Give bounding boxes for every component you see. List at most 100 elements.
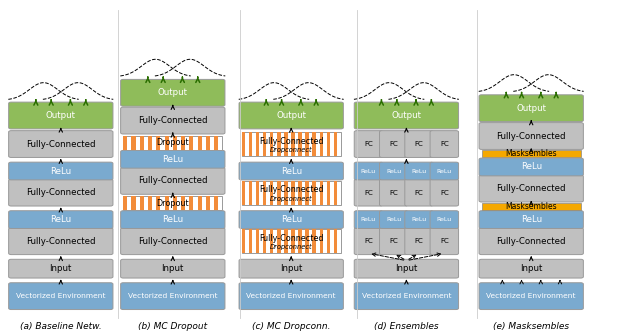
Bar (256, 181, 259, 205)
FancyBboxPatch shape (355, 162, 383, 180)
Bar (173, 196, 177, 210)
Bar (326, 229, 330, 253)
FancyBboxPatch shape (9, 131, 113, 157)
Text: FC: FC (364, 238, 373, 244)
Bar (242, 132, 245, 156)
Bar (277, 229, 280, 253)
FancyBboxPatch shape (479, 259, 584, 278)
FancyBboxPatch shape (430, 211, 458, 228)
Bar (242, 181, 245, 205)
Bar (148, 136, 152, 150)
Bar (164, 136, 169, 150)
Text: ReLu: ReLu (412, 217, 427, 222)
FancyBboxPatch shape (120, 107, 225, 134)
FancyBboxPatch shape (355, 259, 458, 278)
Bar (481, 150, 581, 157)
Text: FC: FC (415, 238, 424, 244)
Text: Dropconnect: Dropconnect (270, 244, 312, 250)
FancyBboxPatch shape (239, 162, 344, 180)
Bar (319, 229, 323, 253)
Bar (319, 132, 323, 156)
Text: Dropout: Dropout (157, 138, 189, 147)
Text: FC: FC (440, 238, 449, 244)
FancyBboxPatch shape (120, 283, 225, 310)
FancyBboxPatch shape (430, 179, 458, 206)
Bar (319, 181, 323, 205)
Bar (270, 181, 273, 205)
Text: Fully-Connected: Fully-Connected (26, 188, 95, 197)
Text: Vectorized Environment: Vectorized Environment (16, 293, 106, 299)
FancyBboxPatch shape (9, 102, 113, 129)
Text: ReLu: ReLu (520, 162, 542, 172)
FancyBboxPatch shape (355, 211, 383, 228)
FancyBboxPatch shape (430, 162, 458, 180)
Bar (291, 181, 295, 205)
FancyBboxPatch shape (479, 175, 584, 202)
Text: (b) MC Dropout: (b) MC Dropout (138, 322, 207, 331)
FancyBboxPatch shape (9, 211, 113, 228)
FancyBboxPatch shape (479, 283, 584, 310)
Bar (326, 132, 330, 156)
Text: Input: Input (50, 264, 72, 273)
Text: ReLu: ReLu (162, 155, 184, 164)
FancyBboxPatch shape (430, 228, 458, 255)
Text: FC: FC (440, 141, 449, 147)
Text: Output: Output (276, 111, 306, 120)
Bar (206, 196, 210, 210)
Text: (c) MC Dropconn.: (c) MC Dropconn. (252, 322, 330, 331)
Text: ReLu: ReLu (361, 217, 376, 222)
Text: ReLu: ReLu (412, 169, 427, 174)
FancyBboxPatch shape (380, 179, 408, 206)
FancyBboxPatch shape (120, 228, 225, 255)
Bar (270, 132, 273, 156)
FancyBboxPatch shape (479, 211, 584, 228)
Bar (284, 181, 287, 205)
Text: Output: Output (392, 111, 421, 120)
FancyBboxPatch shape (380, 131, 408, 157)
Text: Dropout: Dropout (157, 199, 189, 208)
FancyBboxPatch shape (355, 228, 383, 255)
FancyBboxPatch shape (120, 211, 225, 228)
FancyBboxPatch shape (239, 211, 344, 228)
FancyBboxPatch shape (355, 283, 458, 310)
Text: Vectorized Environment: Vectorized Environment (246, 293, 336, 299)
Bar (305, 229, 309, 253)
Bar (305, 181, 309, 205)
FancyBboxPatch shape (404, 228, 433, 255)
Bar (284, 229, 287, 253)
Bar (312, 132, 316, 156)
Text: Vectorized Environment: Vectorized Environment (486, 293, 576, 299)
Bar (242, 132, 340, 156)
Text: FC: FC (440, 190, 449, 196)
FancyBboxPatch shape (479, 123, 584, 149)
Text: ReLu: ReLu (386, 217, 401, 222)
Text: (e) Masksembles: (e) Masksembles (493, 322, 569, 331)
Text: FC: FC (364, 190, 373, 196)
Bar (298, 229, 302, 253)
Bar (333, 132, 337, 156)
Bar (312, 181, 316, 205)
Text: Fully-Connected: Fully-Connected (138, 177, 207, 185)
Bar (256, 229, 259, 253)
Bar (263, 181, 266, 205)
Text: FC: FC (389, 190, 398, 196)
Bar (270, 229, 273, 253)
Bar (156, 196, 161, 210)
Bar (189, 196, 193, 210)
Bar (140, 196, 144, 210)
Bar (242, 229, 245, 253)
FancyBboxPatch shape (430, 131, 458, 157)
Text: Input: Input (520, 264, 542, 273)
Text: ReLu: ReLu (520, 215, 542, 224)
FancyBboxPatch shape (9, 259, 113, 278)
Text: Vectorized Environment: Vectorized Environment (128, 293, 218, 299)
Bar (277, 181, 280, 205)
Bar (123, 136, 223, 150)
Text: Masksembles: Masksembles (506, 149, 557, 158)
Bar (198, 196, 202, 210)
Text: Fully-Connected: Fully-Connected (138, 237, 207, 246)
Text: Masksembles: Masksembles (506, 202, 557, 211)
Bar (242, 181, 340, 205)
FancyBboxPatch shape (120, 150, 225, 168)
Text: FC: FC (364, 141, 373, 147)
